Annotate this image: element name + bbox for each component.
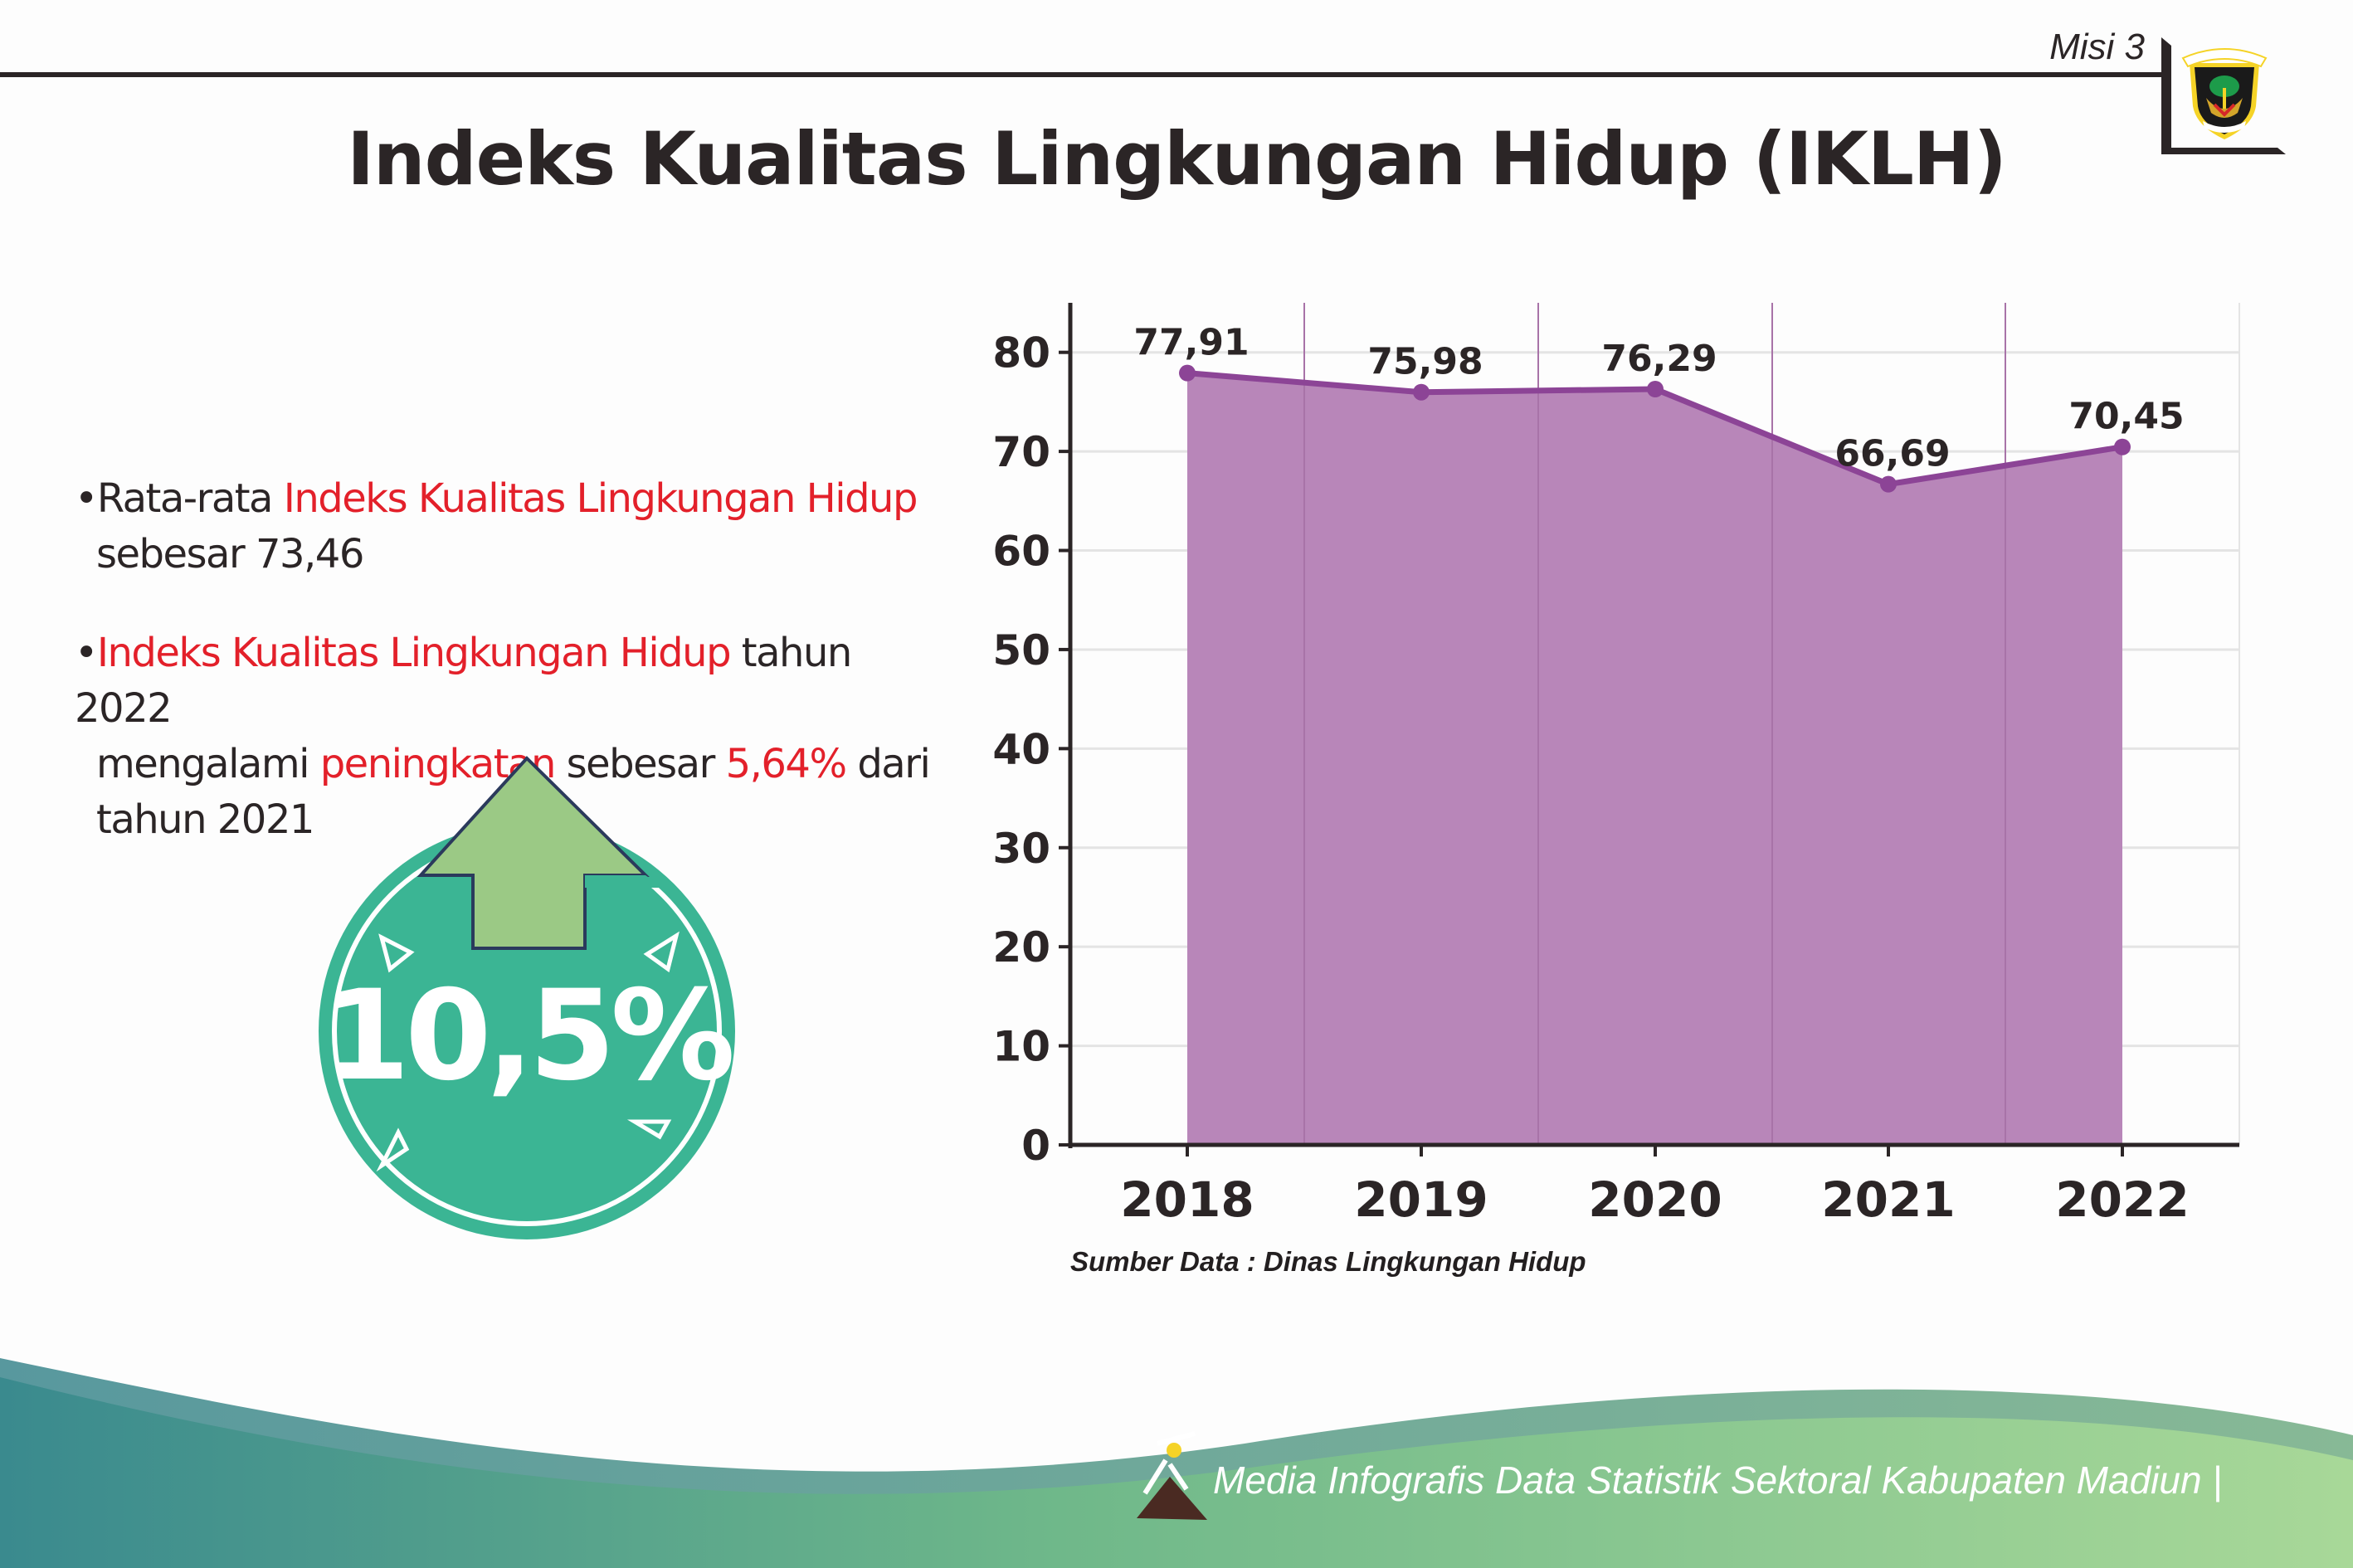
- summary-bullet-average: •Rata-rata Indeks Kualitas Lingkungan Hi…: [75, 471, 946, 582]
- section-label: Misi 3: [2049, 27, 2145, 67]
- data-point: [1413, 383, 1430, 401]
- footer-tagline: Media Infografis Data Statistik Sektoral…: [1213, 1458, 2223, 1502]
- data-point: [1647, 381, 1664, 398]
- bullet-line: tahun 2021: [96, 796, 314, 843]
- data-label: 75,98: [1367, 341, 1483, 383]
- data-label: 66,69: [1834, 433, 1950, 475]
- bullet-text: sebesar: [554, 741, 726, 787]
- data-point: [1179, 364, 1196, 382]
- area-fill: [1187, 373, 2122, 1145]
- y-tick-label: 20: [992, 923, 1050, 971]
- x-tick-label: 2019: [1354, 1171, 1488, 1228]
- bullet-highlight: 5,64%: [725, 741, 847, 787]
- x-tick-label: 2020: [1588, 1171, 1722, 1228]
- kabupaten-madiun-logo: [2181, 48, 2268, 139]
- bullet-text: tahun 2022: [75, 630, 852, 732]
- data-label: 76,29: [1601, 338, 1717, 380]
- runner-logo-icon: [1137, 1431, 1207, 1520]
- x-tick-label: 2018: [1120, 1171, 1254, 1228]
- y-tick-label: 70: [992, 428, 1050, 476]
- y-tick-label: 40: [992, 725, 1050, 773]
- y-tick-label: 10: [992, 1023, 1050, 1071]
- growth-badge: 10,5%: [319, 756, 737, 1239]
- y-tick-label: 30: [992, 825, 1050, 873]
- data-point: [2114, 438, 2131, 455]
- data-label: 70,45: [2068, 396, 2184, 438]
- y-tick-label: 0: [1021, 1122, 1050, 1170]
- badge-value: 10,5%: [324, 964, 732, 1108]
- footer-wave: [0, 1358, 2353, 1568]
- summary-bullet-change: •Indeks Kualitas Lingkungan Hidup tahun …: [75, 626, 946, 848]
- bullet-text: Rata-rata: [96, 475, 284, 522]
- y-tick-label: 60: [992, 528, 1050, 576]
- x-tick-label: 2021: [1821, 1171, 1955, 1228]
- badge-circle: [319, 823, 735, 1239]
- y-tick-label: 80: [992, 329, 1050, 377]
- header-rule: [0, 72, 2164, 77]
- bullet-text: dari: [845, 741, 930, 787]
- bullet-highlight: Indeks Kualitas Lingkungan Hidup: [283, 475, 918, 522]
- arrow-up-icon: [417, 756, 664, 950]
- bullet-highlight: Indeks Kualitas Lingkungan Hidup: [96, 630, 732, 676]
- iklh-area-chart: 77,91 75,98 76,29 66,69 70,45 0 10 20 30 40 50 60 70…: [992, 303, 2240, 1228]
- data-point: [1880, 475, 1897, 493]
- bullet-line: sebesar 73,46: [96, 531, 364, 577]
- y-tick-label: 50: [992, 626, 1050, 674]
- source-note: Sumber Data : Dinas Lingkungan Hidup: [1070, 1246, 1586, 1277]
- data-label: 77,91: [1133, 322, 1249, 364]
- x-tick-label: 2022: [2055, 1171, 2189, 1228]
- page-title: Indeks Kualitas Lingkungan Hidup (IKLH): [347, 116, 2007, 202]
- bullet-text: mengalami: [96, 741, 320, 787]
- sparkle-icons: [376, 931, 680, 1172]
